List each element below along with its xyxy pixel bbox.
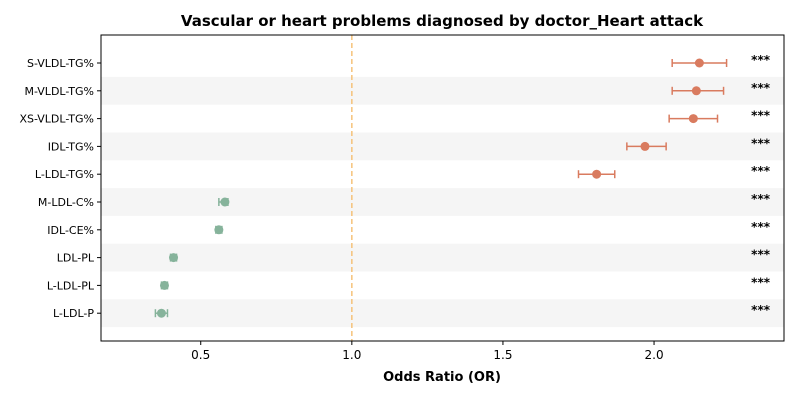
y-tick-label: LDL-PL (57, 252, 95, 265)
row-band (101, 299, 784, 328)
significance-label: *** (751, 275, 771, 289)
y-tick-labels: S-VLDL-TG% M-VLDL-TG% XS-VLDL-TG% IDL-TG% L-… (19, 57, 101, 320)
data-point (220, 197, 230, 207)
data-point (169, 253, 179, 263)
x-axis: 0.5 1.0 1.5 2.0 (191, 341, 664, 362)
y-tick-label: L-LDL-PL (47, 279, 95, 292)
y-tick-label: S-VLDL-TG% (27, 57, 94, 70)
significance-labels: *** *** *** *** *** *** *** *** *** *** (751, 53, 771, 317)
significance-label: *** (751, 164, 771, 178)
x-tick-label: 0.5 (191, 348, 210, 362)
y-tick-label: IDL-TG% (48, 140, 94, 153)
x-axis-label: Odds Ratio (OR) (383, 370, 501, 385)
y-tick-label: M-LDL-C% (38, 196, 94, 209)
data-point (691, 86, 701, 96)
significance-label: *** (751, 192, 771, 206)
significance-label: *** (751, 53, 771, 67)
y-tick-label: M-VLDL-TG% (24, 85, 94, 98)
x-tick-label: 1.0 (342, 348, 361, 362)
significance-label: *** (751, 109, 771, 123)
data-point (159, 280, 169, 290)
row-band (101, 132, 784, 161)
chart-title: Vascular or heart problems diagnosed by … (181, 12, 704, 30)
significance-label: *** (751, 248, 771, 262)
data-point (688, 114, 698, 124)
data-point (694, 58, 704, 68)
significance-label: *** (751, 81, 771, 95)
y-tick-label: XS-VLDL-TG% (19, 113, 94, 126)
significance-label: *** (751, 303, 771, 317)
data-point (640, 141, 650, 151)
row-band (101, 76, 784, 105)
plot-frame (100, 34, 785, 342)
row-band (101, 188, 784, 216)
data-point (214, 225, 224, 235)
x-tick-label: 2.0 (645, 348, 664, 362)
data-point (156, 308, 166, 318)
significance-label: *** (751, 220, 771, 234)
data-marks (154, 58, 728, 318)
y-tick-label: IDL-CE% (47, 224, 94, 237)
significance-label: *** (751, 136, 771, 150)
row-bands (101, 76, 784, 328)
x-tick-label: 1.5 (493, 348, 512, 362)
row-band (101, 243, 784, 272)
data-point (592, 169, 602, 179)
y-tick-label: L-LDL-TG% (35, 168, 94, 181)
y-tick-label: L-LDL-P (53, 307, 94, 320)
